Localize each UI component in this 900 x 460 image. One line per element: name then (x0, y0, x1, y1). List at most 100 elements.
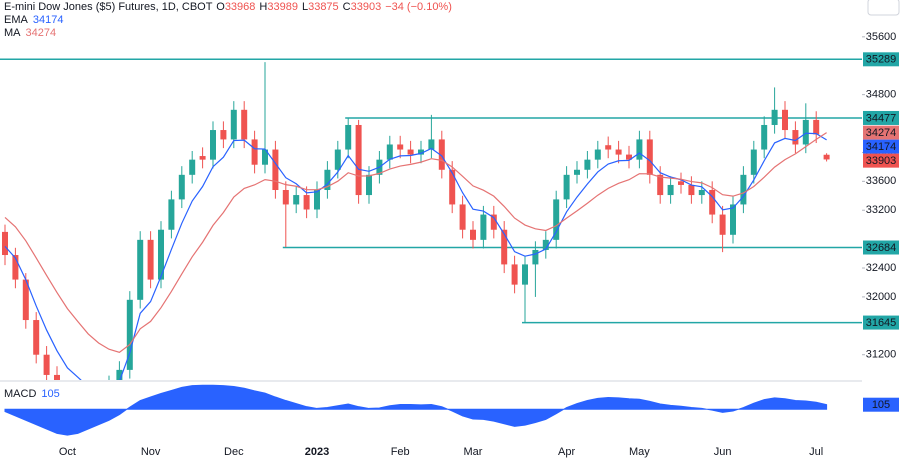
candle-body (688, 184, 695, 196)
candle-body (574, 169, 580, 175)
candle-body (345, 124, 352, 150)
candle-body (449, 169, 456, 205)
candle-body (303, 195, 310, 210)
candle-body (501, 229, 508, 265)
legend-header: E-mini Dow Jones ($5) Futures, 1D, CBOT O… (4, 1, 452, 13)
candle-body (553, 199, 560, 240)
y-tick-label: 33200 (866, 204, 897, 216)
macd-value-label: 105 (872, 399, 890, 411)
candle-body (522, 264, 528, 285)
x-tick-label: May (629, 446, 650, 458)
change: −34 (−0.10%) (385, 1, 452, 13)
candle-body (43, 354, 50, 375)
macd-pane (4, 384, 828, 436)
axis-value-label: 31645 (866, 317, 897, 329)
candle-body (366, 174, 372, 196)
x-tick-label: Mar (464, 446, 483, 458)
axis-value-label: 34174 (866, 141, 897, 153)
overlay-name: EMA (4, 14, 29, 26)
overlay-value: 34274 (26, 27, 57, 39)
candle-body (314, 190, 320, 210)
candle-body (594, 149, 601, 160)
y-tick-label: 32400 (866, 262, 897, 274)
candle-body (334, 149, 341, 170)
candle-body (438, 139, 445, 170)
candle-body (282, 190, 289, 205)
ema-legend: EMA 34174 (4, 14, 63, 26)
ohlc-label: L (302, 1, 308, 13)
macd-legend: MACD 105 (4, 388, 60, 400)
candle-body (459, 204, 466, 230)
x-tick-label: Jul (809, 446, 823, 458)
candle-body (646, 139, 653, 175)
candle-body (126, 299, 133, 370)
candle-body (636, 139, 643, 160)
overlay-name: MA (4, 27, 21, 39)
candle-body (407, 149, 414, 155)
candle-body (719, 214, 726, 235)
x-tick-label: Dec (224, 446, 244, 458)
overlay-line (4, 132, 827, 353)
ohlc-value: 33968 (225, 1, 256, 13)
candle-body (22, 279, 29, 321)
candle-body (199, 156, 206, 160)
y-tick-label: 35600 (866, 31, 897, 43)
candle-body (615, 149, 622, 155)
candle-body (771, 109, 778, 125)
candle-body (220, 130, 227, 140)
candle-body (802, 119, 809, 145)
candle-body (730, 204, 736, 235)
candle-body (782, 109, 788, 131)
candle-body (189, 159, 196, 175)
axis-value-box (863, 240, 899, 255)
overlay-line (4, 132, 827, 380)
ma-legend: MA 34274 (4, 27, 56, 39)
candle-body (2, 231, 8, 256)
x-tick-label: Jun (714, 446, 732, 458)
candle-body (262, 149, 268, 165)
ohlc-value: 33903 (351, 1, 382, 13)
candle-body (480, 214, 487, 240)
x-tick-label: Feb (391, 446, 410, 458)
axis-value-label: 34274 (866, 127, 897, 139)
candle-body (12, 255, 19, 280)
axis-value-box (863, 110, 899, 125)
candle-body (230, 109, 237, 140)
axis-value-label: 35289 (866, 54, 897, 66)
axis-value-label: 34477 (866, 112, 897, 124)
symbol-title: E-mini Dow Jones ($5) Futures, 1D, CBOT (4, 1, 213, 13)
axis-value-label: 32684 (866, 242, 897, 254)
candle-body (54, 374, 60, 380)
y-tick-label: 31200 (866, 349, 897, 361)
candle-body (542, 239, 549, 250)
candle-body (386, 144, 393, 160)
candle-body (470, 229, 476, 240)
candle-body (178, 174, 185, 200)
candle-body (272, 149, 279, 190)
candle-body (792, 130, 799, 145)
x-tick-label: Nov (141, 446, 161, 458)
candle-body (750, 149, 757, 175)
ohlc-value: 33989 (267, 1, 298, 13)
candle-body (355, 124, 362, 196)
candle-body (418, 149, 424, 155)
candle-body (626, 154, 632, 160)
y-tick-label: 33600 (866, 175, 897, 187)
candle-body (210, 130, 216, 160)
candle-body (241, 109, 248, 140)
axis-value-label: 33903 (866, 155, 897, 167)
panel-button[interactable] (867, 0, 900, 16)
candle-body (137, 239, 144, 300)
x-tick-label: Apr (558, 446, 575, 458)
candle-body (761, 124, 768, 150)
macd-value-box (863, 397, 899, 412)
candle-body (667, 184, 674, 196)
price-axis: 3120032000324003320033600340003480035600… (862, 31, 899, 412)
axis-value-box (863, 52, 899, 67)
candle-body (490, 214, 497, 230)
axis-value-box (863, 139, 899, 154)
axis-value-box (863, 315, 899, 330)
ohlc-label: O (216, 1, 225, 13)
